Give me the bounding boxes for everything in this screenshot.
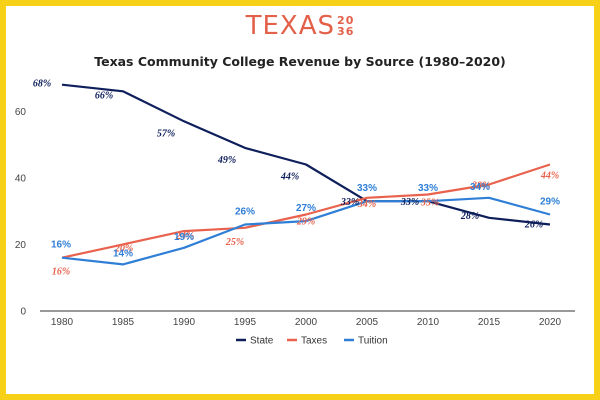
- x-tick-label: 2010: [417, 317, 440, 328]
- data-label-state: 33%: [400, 197, 419, 208]
- data-label-state: 49%: [217, 155, 236, 166]
- data-label-taxes: 25%: [225, 237, 244, 248]
- data-label-taxes: 29%: [296, 216, 315, 227]
- data-label-taxes: 34%: [357, 199, 376, 210]
- logo-number: 20 36: [337, 15, 354, 37]
- data-label-state: 57%: [157, 128, 175, 139]
- y-tick-label: 0: [20, 307, 26, 318]
- data-label-taxes: 16%: [52, 267, 70, 278]
- data-labels: 68% 66% 57% 49% 44% 33% 33% 28% 26% 16% 20% 24% 25% 2…: [33, 79, 560, 278]
- legend-label-tuition: Tuition: [358, 336, 388, 347]
- data-label-taxes: 24%: [175, 231, 194, 242]
- data-label-tuition: 14%: [113, 248, 133, 259]
- x-tick-label: 2015: [478, 317, 501, 328]
- data-label-state: 33%: [340, 197, 359, 208]
- x-tick-label: 1980: [51, 317, 74, 328]
- series-line-tuition: [61, 196, 551, 266]
- logo-number-bottom: 36: [337, 24, 355, 38]
- data-label-tuition: 16%: [51, 240, 71, 251]
- x-tick-label: 2005: [356, 317, 379, 328]
- data-label-tuition: 26%: [235, 206, 255, 217]
- data-label-taxes: 38%: [471, 181, 490, 192]
- data-label-tuition: 34%: [470, 182, 490, 193]
- axes: 0 20 40 60 1980 1985 1990 1995 2000 2005 2010 2015 2…: [15, 107, 575, 328]
- data-label-state: 28%: [460, 211, 479, 222]
- x-tick-label: 1995: [234, 317, 257, 328]
- texas-2036-logo: TEXAS 20 36: [0, 10, 600, 41]
- data-label-taxes: 35%: [420, 198, 439, 209]
- data-label-state: 68%: [33, 79, 51, 90]
- data-label-tuition: 33%: [418, 183, 438, 194]
- data-label-taxes: 20%: [114, 243, 133, 254]
- legend-label-taxes: Taxes: [301, 336, 327, 347]
- data-label-tuition: 27%: [296, 203, 316, 214]
- data-label-tuition: 19%: [174, 232, 194, 243]
- x-tick-label: 1990: [173, 317, 196, 328]
- x-tick-label: 2020: [539, 317, 562, 328]
- legend: State Taxes Tuition: [236, 336, 388, 347]
- y-tick-label: 20: [15, 240, 27, 251]
- data-label-state: 26%: [524, 219, 543, 230]
- data-label-tuition: 29%: [540, 196, 560, 207]
- legend-label-state: State: [250, 336, 274, 347]
- logo-word: TEXAS: [245, 10, 336, 41]
- x-tick-label: 2000: [295, 317, 318, 328]
- y-tick-label: 40: [15, 173, 27, 184]
- data-label-state: 44%: [280, 172, 299, 183]
- series-line-taxes: [61, 163, 551, 259]
- x-tick-label: 1985: [112, 317, 135, 328]
- data-label-taxes: 44%: [540, 171, 559, 182]
- logo-number-top: 20: [337, 13, 355, 27]
- y-tick-label: 60: [15, 107, 27, 118]
- series-lines: [61, 83, 551, 266]
- data-label-state: 66%: [95, 90, 113, 101]
- chart-title: Texas Community College Revenue by Sourc…: [94, 54, 506, 69]
- series-line-state: [61, 83, 551, 226]
- data-label-tuition: 33%: [357, 183, 377, 194]
